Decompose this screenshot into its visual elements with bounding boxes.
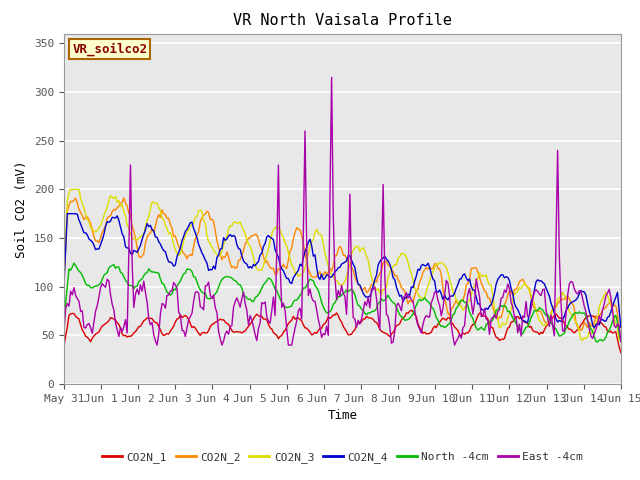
- Text: VR_soilco2: VR_soilco2: [72, 42, 147, 56]
- X-axis label: Time: Time: [328, 409, 357, 422]
- Y-axis label: Soil CO2 (mV): Soil CO2 (mV): [15, 160, 28, 258]
- Title: VR North Vaisala Profile: VR North Vaisala Profile: [233, 13, 452, 28]
- Legend: CO2N_1, CO2N_2, CO2N_3, CO2N_4, North -4cm, East -4cm: CO2N_1, CO2N_2, CO2N_3, CO2N_4, North -4…: [97, 447, 588, 467]
